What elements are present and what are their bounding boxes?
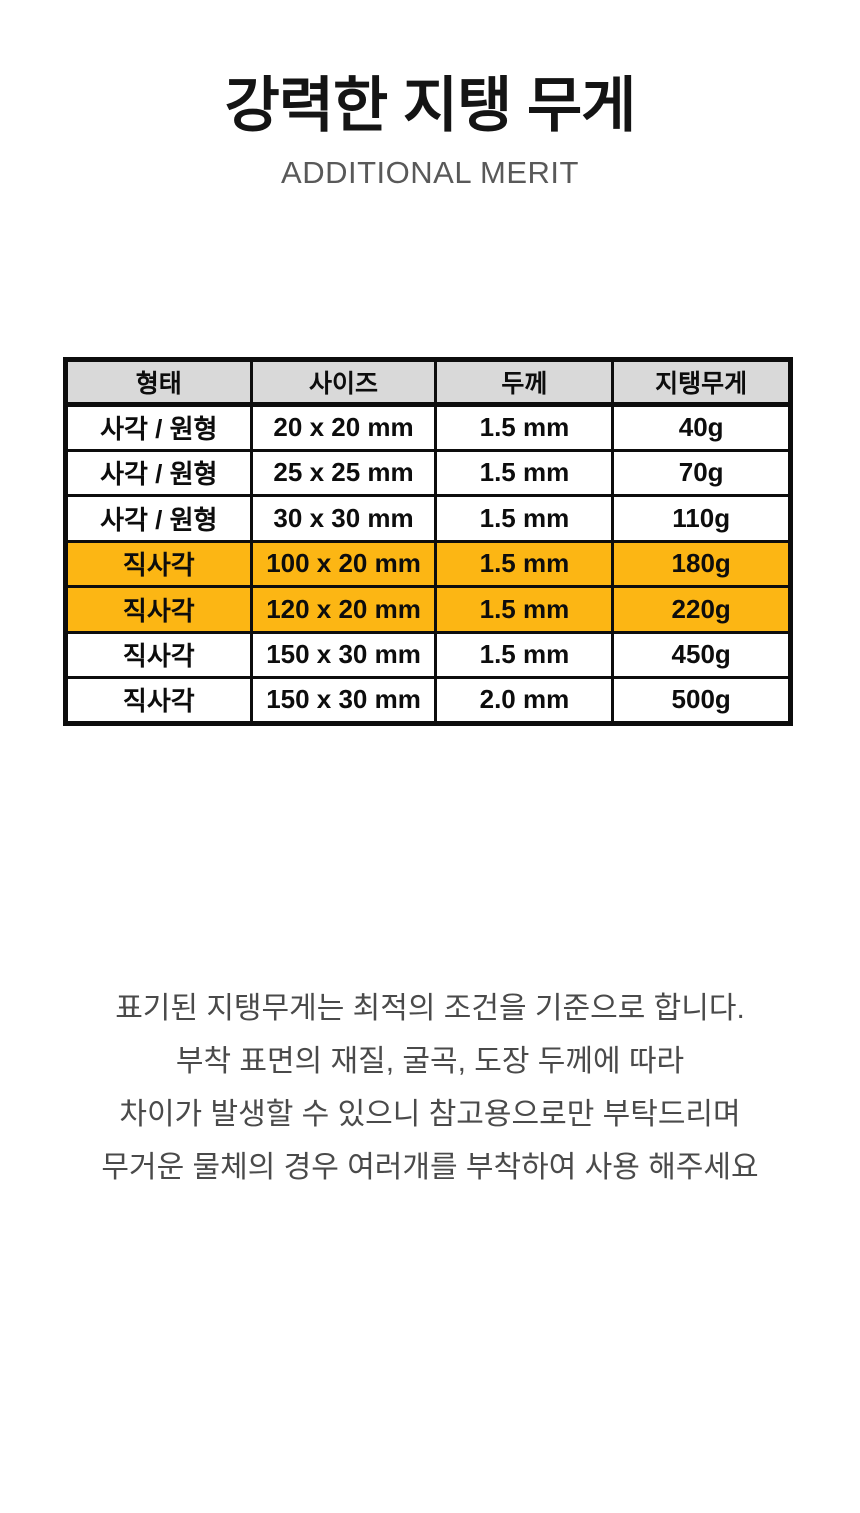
table-cell: 450g (611, 630, 792, 679)
table-cell: 직사각 (64, 676, 253, 725)
table-cell: 1.5 mm (434, 630, 615, 679)
page-subtitle: ADDITIONAL MERIT (281, 155, 579, 190)
table-cell: 1.5 mm (434, 539, 615, 588)
table-cell: 사각 / 원형 (64, 494, 253, 543)
table-cell: 사각 / 원형 (64, 403, 253, 452)
table-cell: 1.5 mm (434, 494, 615, 543)
table-cell: 150 x 30 mm (249, 676, 438, 725)
table-cell: 220g (611, 585, 792, 634)
table-cell: 직사각 (64, 539, 253, 588)
table-header-cell: 사이즈 (249, 358, 438, 407)
table-row: 직사각 150 x 30 mm 1.5 mm 450g (64, 630, 792, 679)
table-row: 직사각 150 x 30 mm 2.0 mm 500g (64, 676, 792, 725)
note-line: 차이가 발생할 수 있으니 참고용으로만 부탁드리며 (119, 1098, 741, 1131)
table-cell: 25 x 25 mm (249, 448, 438, 497)
table-cell: 1.5 mm (434, 585, 615, 634)
table-cell: 40g (611, 403, 792, 452)
table-header-cell: 지탱무게 (611, 358, 792, 407)
table-cell: 1.5 mm (434, 448, 615, 497)
spec-table: 형태 사이즈 두께 지탱무게 사각 / 원형 20 x 20 mm 1.5 mm 40g 사각… (63, 357, 793, 726)
table-cell: 30 x 30 mm (249, 494, 438, 543)
table-row: 직사각 100 x 20 mm 1.5 mm 180g (64, 539, 792, 588)
note-line: 표기된 지탱무게는 최적의 조건을 기준으로 합니다. (115, 992, 745, 1025)
table-header-row: 형태 사이즈 두께 지탱무게 (64, 358, 792, 407)
table-cell: 120 x 20 mm (249, 585, 438, 634)
table-cell: 150 x 30 mm (249, 630, 438, 679)
note-line: 무거운 물체의 경우 여러개를 부착하여 사용 해주세요 (101, 1151, 759, 1184)
notes: 표기된 지탱무게는 최적의 조건을 기준으로 합니다. 부착 표면의 재질, 굴곡… (0, 982, 860, 1194)
table-cell: 110g (611, 494, 792, 543)
table-cell: 1.5 mm (434, 403, 615, 452)
table-cell: 100 x 20 mm (249, 539, 438, 588)
table-cell: 직사각 (64, 630, 253, 679)
table-row: 사각 / 원형 30 x 30 mm 1.5 mm 110g (64, 494, 792, 543)
page-title: 강력한 지탱 무게 (224, 72, 637, 139)
table-cell: 500g (611, 676, 792, 725)
table-row: 사각 / 원형 20 x 20 mm 1.5 mm 40g (64, 403, 792, 452)
table-cell: 사각 / 원형 (64, 448, 253, 497)
table-header-cell: 형태 (64, 358, 253, 407)
table-header-cell: 두께 (434, 358, 615, 407)
table-cell: 2.0 mm (434, 676, 615, 725)
note-line: 부착 표면의 재질, 굴곡, 도장 두께에 따라 (175, 1045, 685, 1078)
table-row: 직사각 120 x 20 mm 1.5 mm 220g (64, 585, 792, 634)
table-cell: 20 x 20 mm (249, 403, 438, 452)
table-cell: 180g (611, 539, 792, 588)
table-cell: 직사각 (64, 585, 253, 634)
table-cell: 70g (611, 448, 792, 497)
table-row: 사각 / 원형 25 x 25 mm 1.5 mm 70g (64, 448, 792, 497)
